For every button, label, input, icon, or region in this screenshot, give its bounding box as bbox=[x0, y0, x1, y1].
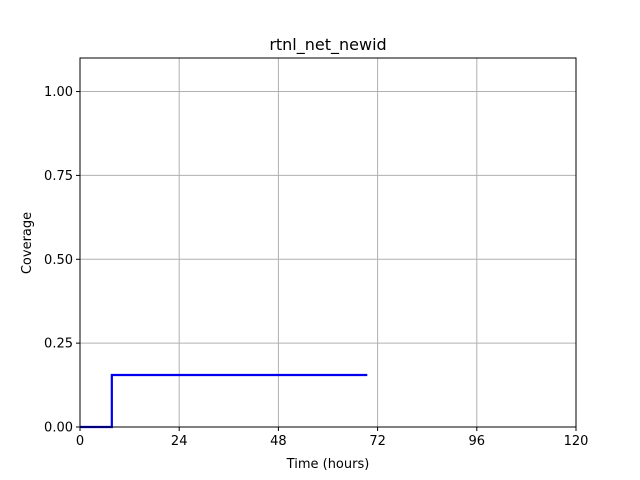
x-tick-label: 120 bbox=[564, 434, 589, 449]
x-axis-ticks: 0 24 48 72 96 120 bbox=[76, 427, 589, 449]
y-tick-label: 1.00 bbox=[44, 85, 73, 100]
y-tick-label: 0.00 bbox=[44, 421, 73, 436]
y-tick-label: 0.75 bbox=[44, 169, 73, 184]
x-tick-label: 96 bbox=[469, 434, 486, 449]
plot-frame bbox=[79, 57, 577, 428]
y-tick-label: 0.25 bbox=[44, 337, 73, 352]
y-axis-ticks: 0.00 0.25 0.50 0.75 1.00 bbox=[44, 85, 80, 436]
y-tick-label: 0.50 bbox=[44, 253, 73, 268]
x-tick-label: 24 bbox=[171, 434, 188, 449]
x-tick-label: 48 bbox=[270, 434, 287, 449]
y-axis-label: Coverage bbox=[20, 212, 35, 274]
x-tick-label: 72 bbox=[369, 434, 386, 449]
chart-title: rtnl_net_newid bbox=[269, 35, 386, 55]
x-tick-label: 0 bbox=[76, 434, 84, 449]
x-axis-label: Time (hours) bbox=[286, 457, 370, 472]
